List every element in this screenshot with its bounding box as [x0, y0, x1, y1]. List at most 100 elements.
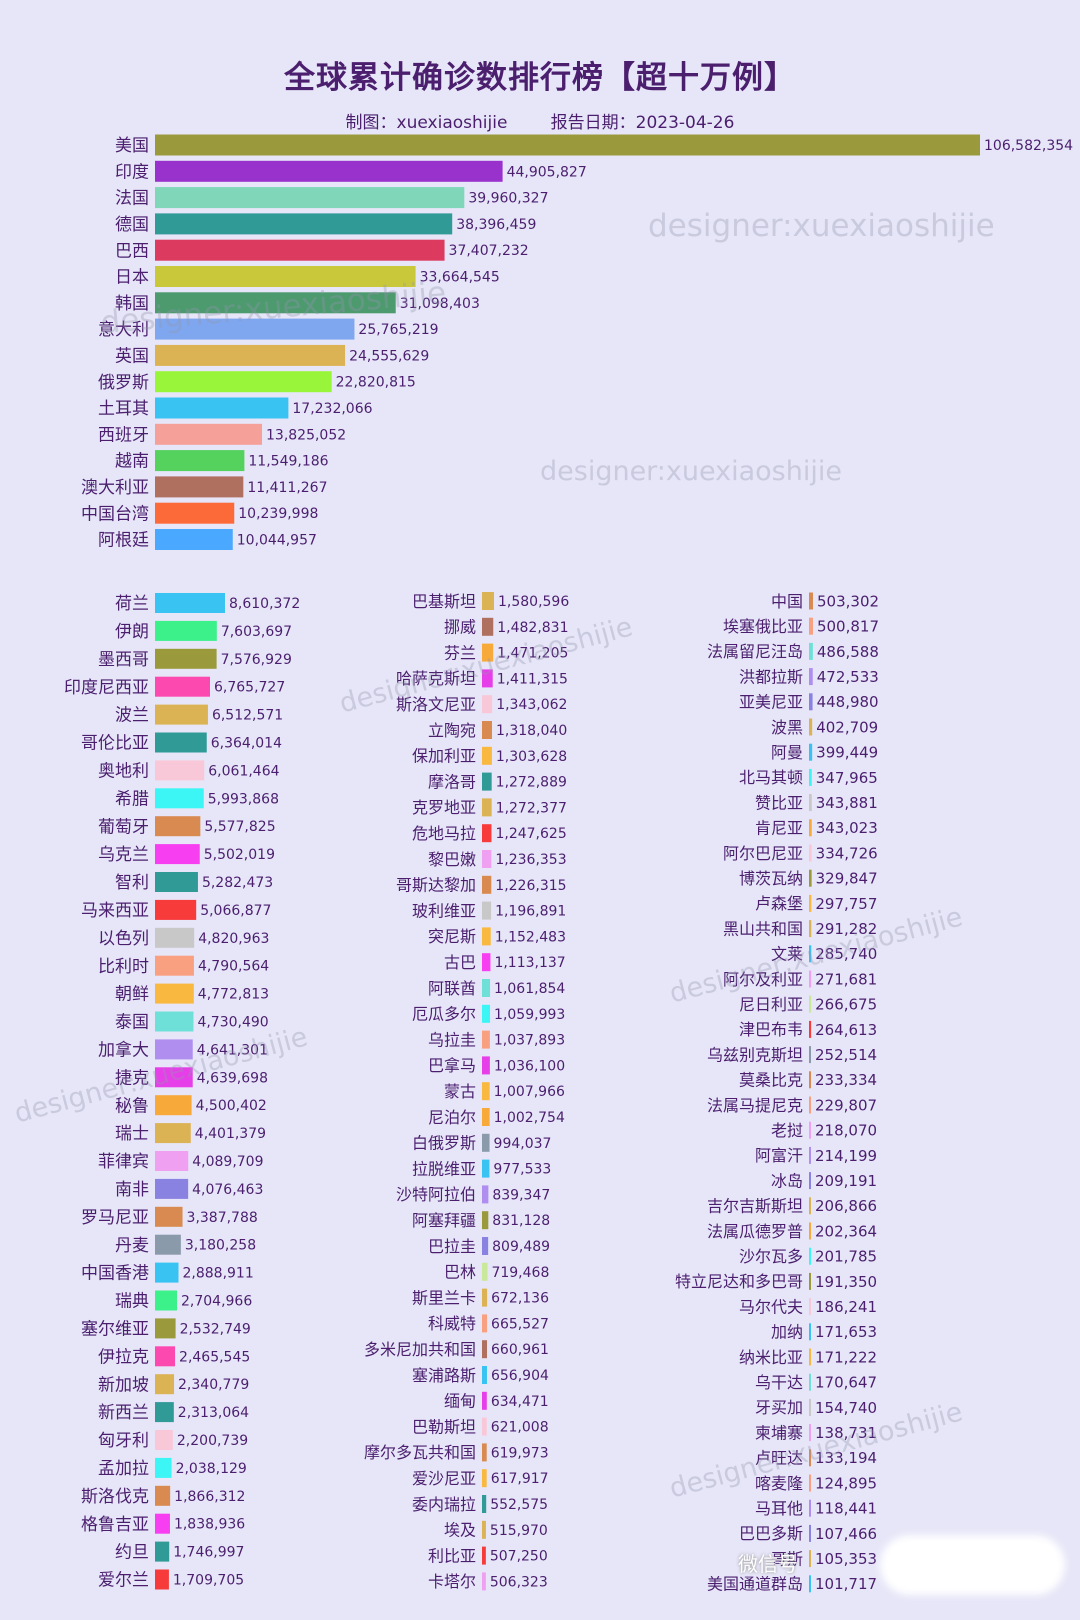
- country-label: 澳大利亚: [81, 478, 149, 498]
- country-label: 斯里兰卡: [412, 1288, 476, 1307]
- bar: [482, 1237, 489, 1255]
- bar: [155, 760, 205, 781]
- country-label: 巴拉圭: [428, 1237, 476, 1256]
- country-label: 突尼斯: [428, 927, 476, 946]
- bar: [155, 423, 263, 445]
- value-label: 5,993,868: [208, 791, 279, 807]
- col1-row: 加拿大 4,641,301: [98, 1039, 268, 1061]
- value-label: 515,970: [490, 1523, 548, 1539]
- country-label: 以色列: [98, 929, 149, 949]
- value-label: 22,820,815: [336, 375, 416, 391]
- country-label: 斯洛文尼亚: [396, 695, 476, 714]
- bar: [809, 894, 812, 912]
- country-label: 哈萨克斯坦: [396, 669, 476, 688]
- bar: [809, 794, 812, 812]
- country-label: 老挝: [771, 1121, 803, 1140]
- bar: [155, 1318, 176, 1339]
- value-label: 264,613: [815, 1021, 877, 1039]
- country-label: 乌拉圭: [428, 1030, 476, 1049]
- value-label: 1,471,205: [497, 646, 568, 662]
- country-label: 爱沙尼亚: [412, 1469, 476, 1488]
- col3-row: 特立尼达和多巴哥 191,350: [675, 1272, 877, 1291]
- country-label: 荷兰: [115, 594, 149, 614]
- bar: [155, 1151, 189, 1171]
- value-label: 3,180,258: [185, 1238, 256, 1254]
- col3-row: 波黑 402,709: [771, 718, 878, 737]
- country-label: 智利: [115, 873, 149, 893]
- col3-row: 乌兹别克斯坦 252,514: [707, 1045, 877, 1064]
- value-label: 1,272,889: [496, 775, 567, 791]
- value-label: 2,200,739: [177, 1433, 248, 1449]
- country-label: 南非: [115, 1180, 149, 1200]
- value-label: 1,059,993: [494, 1007, 565, 1023]
- country-label: 卡塔尔: [428, 1572, 476, 1591]
- country-label: 吉尔吉斯斯坦: [707, 1197, 803, 1216]
- col2-row: 芬兰 1,471,205: [444, 643, 568, 662]
- country-label: 罗马尼亚: [81, 1208, 149, 1228]
- value-label: 7,603,697: [221, 624, 292, 640]
- top-row: 土耳其 17,232,066: [98, 397, 373, 419]
- col1-row: 罗马尼亚 3,387,788: [81, 1206, 258, 1228]
- country-label: 多米尼加共和国: [364, 1340, 476, 1359]
- value-label: 229,807: [815, 1096, 877, 1114]
- bar: [482, 1520, 486, 1539]
- top-row: 日本 33,664,545: [115, 266, 500, 288]
- value-label: 101,717: [815, 1575, 877, 1593]
- bar: [482, 1004, 491, 1023]
- country-label: 新加坡: [98, 1375, 149, 1395]
- col3-row: 加纳 171,653: [771, 1323, 877, 1342]
- bar: [809, 1046, 812, 1064]
- country-label: 墨西哥: [98, 650, 149, 670]
- value-label: 4,089,709: [192, 1154, 263, 1170]
- col1-group: 荷兰 8,610,372 伊朗 7,603,697 墨西哥 7,576,929 印度尼西亚 6…: [64, 593, 300, 1591]
- country-label: 马尔代夫: [739, 1297, 803, 1316]
- value-label: 506,323: [490, 1574, 548, 1590]
- country-label: 牙买加: [755, 1398, 803, 1417]
- bar: [155, 1485, 171, 1506]
- col1-row: 捷克 4,639,698: [115, 1067, 268, 1088]
- col1-row: 约旦 1,746,997: [115, 1541, 244, 1563]
- col1-row: 泰国 4,730,490: [115, 1011, 269, 1033]
- value-label: 507,250: [490, 1549, 548, 1565]
- value-label: 124,895: [815, 1474, 877, 1492]
- col3-row: 埃塞俄比亚 500,817: [723, 617, 879, 636]
- col1-row: 伊朗 7,603,697: [115, 620, 292, 642]
- value-label: 118,441: [815, 1500, 877, 1518]
- country-label: 比利时: [98, 957, 149, 977]
- country-label: 意大利: [98, 320, 149, 340]
- bar: [482, 1314, 488, 1333]
- value-label: 831,128: [492, 1213, 550, 1229]
- value-label: 11,411,267: [247, 480, 327, 496]
- col3-row: 阿曼 399,449: [771, 743, 878, 762]
- col2-row: 蒙古 1,007,966: [444, 1082, 565, 1101]
- bar: [809, 1146, 811, 1164]
- country-label: 新西兰: [98, 1403, 149, 1423]
- country-label: 波黑: [771, 718, 803, 737]
- col2-row: 尼泊尔 1,002,754: [428, 1108, 565, 1127]
- col3-row: 乌干达 170,647: [755, 1373, 877, 1392]
- value-label: 1,866,312: [174, 1489, 245, 1505]
- value-label: 1,709,705: [173, 1573, 244, 1589]
- country-label: 哥斯: [771, 1549, 803, 1568]
- bar: [155, 1262, 179, 1283]
- col1-row: 菲律宾 4,089,709: [98, 1151, 264, 1172]
- col1-row: 匈牙利 2,200,739: [98, 1430, 248, 1451]
- col3-row: 阿富汗 214,199: [755, 1146, 877, 1165]
- bar: [482, 1133, 490, 1152]
- col2-row: 阿联酋 1,061,854: [428, 979, 565, 998]
- country-label: 巴拿马: [428, 1056, 476, 1075]
- bar: [155, 1569, 169, 1590]
- value-label: 252,514: [815, 1046, 877, 1064]
- bar: [809, 1247, 811, 1265]
- value-label: 6,061,464: [208, 763, 279, 779]
- value-label: 37,407,232: [449, 243, 529, 259]
- col2-row: 多米尼加共和国 660,961: [364, 1340, 549, 1359]
- top-row: 西班牙 13,825,052: [98, 423, 346, 445]
- col3-row: 卢森堡 297,757: [755, 894, 877, 913]
- bar: [155, 593, 225, 613]
- country-label: 俄罗斯: [98, 373, 149, 393]
- col3-row: 亚美尼亚 448,980: [739, 693, 879, 712]
- value-label: 106,582,354: [984, 138, 1073, 154]
- col2-row: 爱沙尼亚 617,917: [412, 1469, 549, 1488]
- value-label: 266,675: [815, 996, 877, 1014]
